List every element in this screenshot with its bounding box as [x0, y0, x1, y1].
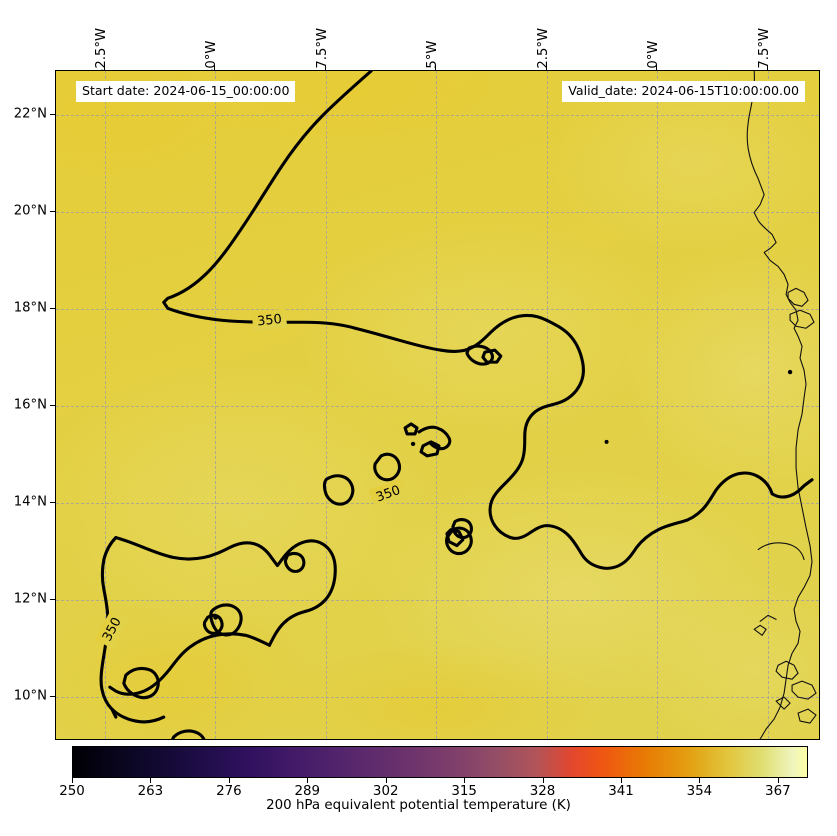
colorbar-tick-mark [542, 778, 544, 783]
colorbar-title: 200 hPa equivalent potential temperature… [266, 798, 571, 813]
gridline-horizontal [56, 114, 819, 116]
y-axis-tick-mark [50, 502, 55, 504]
gridline-horizontal [56, 211, 819, 213]
y-axis-tick-mark [50, 113, 55, 115]
gridline-vertical [215, 71, 217, 739]
colorbar-tick-label: 367 [765, 784, 791, 799]
y-axis-tick-mark [50, 599, 55, 601]
colorbar-tick-mark [777, 778, 779, 783]
colorbar-tick-mark [699, 778, 701, 783]
colorbar-tick-label: 354 [686, 784, 713, 799]
x-axis-tick-mark [435, 65, 437, 70]
x-axis-tick-mark [103, 65, 105, 70]
gridline-vertical [767, 71, 769, 739]
y-axis-tick-label: 12°N [13, 591, 47, 607]
gridline-vertical [657, 71, 659, 739]
colorbar-tick-label: 315 [451, 784, 477, 799]
gridline-vertical [325, 71, 327, 739]
contour-label: 350 [100, 615, 125, 644]
y-axis-tick-label: 16°N [13, 397, 47, 413]
y-axis-tick-mark [50, 405, 55, 406]
gridline-vertical [436, 71, 438, 739]
colorbar-gradient [73, 747, 807, 777]
gridline-horizontal [56, 406, 819, 407]
gridline-horizontal [56, 697, 819, 699]
y-axis-tick-mark [50, 696, 55, 698]
y-axis-tick-mark [50, 210, 55, 212]
gridline-horizontal [56, 503, 819, 505]
colorbar-tick-mark [307, 778, 309, 783]
x-axis-tick-mark [324, 65, 326, 70]
contour-label: 350 [374, 483, 402, 506]
y-axis-tick-label: 10°N [13, 688, 47, 704]
colorbar-tick-mark [464, 778, 466, 783]
y-axis-tick-mark [50, 307, 55, 309]
colorbar-tick-label: 328 [529, 784, 556, 799]
colorbar-tick-mark [620, 778, 622, 783]
colorbar-tick-label: 263 [137, 784, 164, 799]
colorbar-tick-mark [228, 778, 230, 783]
contour-350 [99, 71, 814, 739]
x-axis-tick-mark [656, 65, 658, 70]
y-axis-tick-label: 14°N [13, 494, 47, 510]
x-axis-tick-mark [214, 65, 216, 70]
colorbar-tick-label: 289 [294, 784, 321, 799]
colorbar-tick-label: 250 [59, 784, 85, 799]
valid-date-annotation: Valid_date: 2024-06-15T10:00:00.00 [562, 81, 805, 103]
gridline-horizontal [56, 308, 819, 310]
gridline-horizontal [56, 600, 819, 602]
y-axis-tick-label: 18°N [13, 300, 47, 316]
temperature-field [56, 71, 819, 739]
colorbar[interactable] [72, 746, 808, 778]
map-point-markers [213, 369, 793, 620]
map-plot-area[interactable]: 350 350 350 Start date: 2024-06-15_00:00… [55, 70, 820, 740]
colorbar-tick-label: 276 [216, 784, 242, 799]
coastline-west-africa [746, 71, 817, 739]
map-overlay-lines: 350 350 350 [95, 71, 817, 739]
contour-label: 350 [256, 312, 282, 330]
x-axis-tick-mark [545, 65, 547, 70]
colorbar-tick-label: 341 [608, 784, 634, 799]
colorbar-tick-mark [72, 778, 73, 783]
colorbar-tick-mark [150, 778, 152, 783]
contour-label-group: 350 350 350 [95, 308, 408, 649]
y-axis-tick-label: 20°N [13, 203, 47, 219]
gridline-vertical [546, 71, 548, 739]
y-axis-tick-label: 22°N [13, 106, 47, 122]
colorbar-tick-label: 302 [372, 784, 399, 799]
x-axis-tick-mark [766, 65, 768, 70]
start-date-annotation: Start date: 2024-06-15_00:00:00 [76, 81, 296, 103]
gridline-vertical [104, 71, 106, 739]
colorbar-tick-mark [385, 778, 387, 783]
